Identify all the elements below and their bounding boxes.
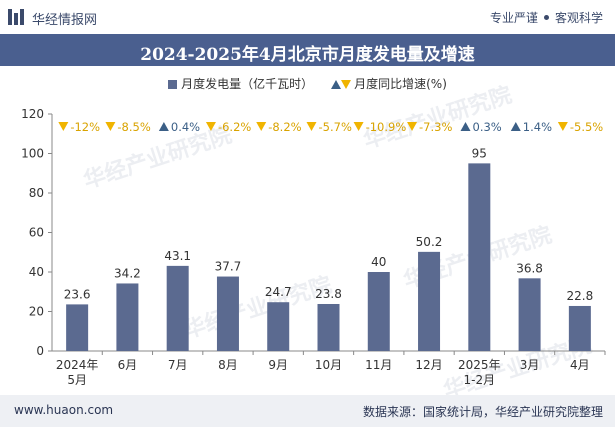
bar-value-label: 95 [472,146,487,160]
growth-down-triangle-icon [557,122,568,131]
legend-series1-label: 月度发电量（亿千瓦时） [181,77,314,91]
growth-down-triangle-icon [105,122,116,131]
growth-rate-label: -12% [70,120,100,134]
footer-url: www.huaon.com [14,403,114,417]
x-category-label: 7月 [168,358,188,372]
bar [568,305,591,351]
growth-up-triangle-icon [460,122,471,131]
growth-down-triangle-icon [306,122,317,131]
growth-down-triangle-icon [58,122,69,131]
logo-icon [8,9,24,25]
x-category-label: 11月 [365,358,392,372]
bar [216,276,239,351]
bar-value-label: 43.1 [164,249,191,263]
growth-up-triangle-icon [510,122,521,131]
bar [317,303,340,351]
y-tick-label: 0 [36,344,44,358]
x-category-label: 10月 [315,358,342,372]
legend-series2-label: 月度同比增速(%) [354,77,447,91]
x-category-label: 2025年 [458,358,501,372]
legend-up-triangle-icon [331,80,342,89]
x-category-label: 3月 [520,358,540,372]
top-bar: 华经情报网 专业严谨 客观科学 [0,0,615,34]
y-tick-label: 80 [29,186,44,200]
growth-rate-label: -10.9% [366,120,407,134]
growth-down-triangle-icon [353,122,364,131]
bar [66,304,89,351]
y-tick-label: 20 [29,305,44,319]
growth-down-triangle-icon [256,122,267,131]
growth-down-triangle-icon [205,122,216,131]
x-category-label: 8月 [218,358,238,372]
bar-value-label: 34.2 [114,266,141,280]
x-category-label: 2024年 [56,358,99,372]
growth-rate-label: -7.3% [419,120,452,134]
bar [267,302,290,351]
bar-value-label: 24.7 [265,285,292,299]
bar [367,272,390,351]
bar [166,265,189,351]
bar-value-label: 23.6 [64,287,91,301]
x-category-label: 9月 [268,358,288,372]
growth-rate-label: -5.7% [319,120,352,134]
growth-rate-label: 1.4% [523,120,552,134]
growth-rate-label: 0.4% [171,120,200,134]
growth-down-triangle-icon [407,122,418,131]
x-category-label: 5月 [67,373,87,387]
footer-source: 数据来源：国家统计局，华经产业研究院整理 [362,405,603,419]
y-tick-label: 120 [21,107,44,121]
bar [418,251,441,351]
bar [468,163,491,351]
growth-rate-label: 0.3% [473,120,502,134]
bar-value-label: 36.8 [516,261,543,275]
growth-rate-label: -5.5% [570,120,603,134]
dot-separator [543,15,549,20]
bar-value-label: 40 [371,255,386,269]
bar [518,278,541,351]
chart-title: 2024-2025年4月北京市月度发电量及增速 [140,45,475,65]
y-tick-label: 100 [21,147,44,161]
x-category-label: 6月 [118,358,138,372]
bar-value-label: 23.8 [315,287,342,301]
tag-professional: 专业严谨 [489,11,538,25]
title-bar: 2024-2025年4月北京市月度发电量及增速 [0,34,615,66]
chart-legend: 月度发电量（亿千瓦时） 月度同比增速(%) [0,75,615,92]
bar [116,283,139,351]
x-category-label: 1-2月 [464,373,496,387]
x-category-label: 12月 [415,358,442,372]
footer: www.huaon.com 数据来源：国家统计局，华经产业研究院整理 [0,395,615,427]
growth-rate-label: -8.2% [268,120,301,134]
x-category-label: 4月 [570,358,590,372]
bar-value-label: 50.2 [416,235,443,249]
bar-value-label: 22.8 [567,289,594,303]
growth-rate-label: -8.5% [117,120,150,134]
y-tick-label: 40 [29,265,44,279]
header-tags: 专业严谨 客观科学 [490,9,603,26]
legend-down-triangle-icon [341,80,352,89]
legend-bar-swatch [168,80,178,89]
y-tick-label: 60 [29,226,44,240]
growth-rate-label: -6.2% [218,120,251,134]
growth-up-triangle-icon [158,122,169,131]
brand-name: 华经情报网 [32,13,98,28]
tag-objective: 客观科学 [554,11,603,25]
bar-value-label: 37.7 [215,260,242,274]
